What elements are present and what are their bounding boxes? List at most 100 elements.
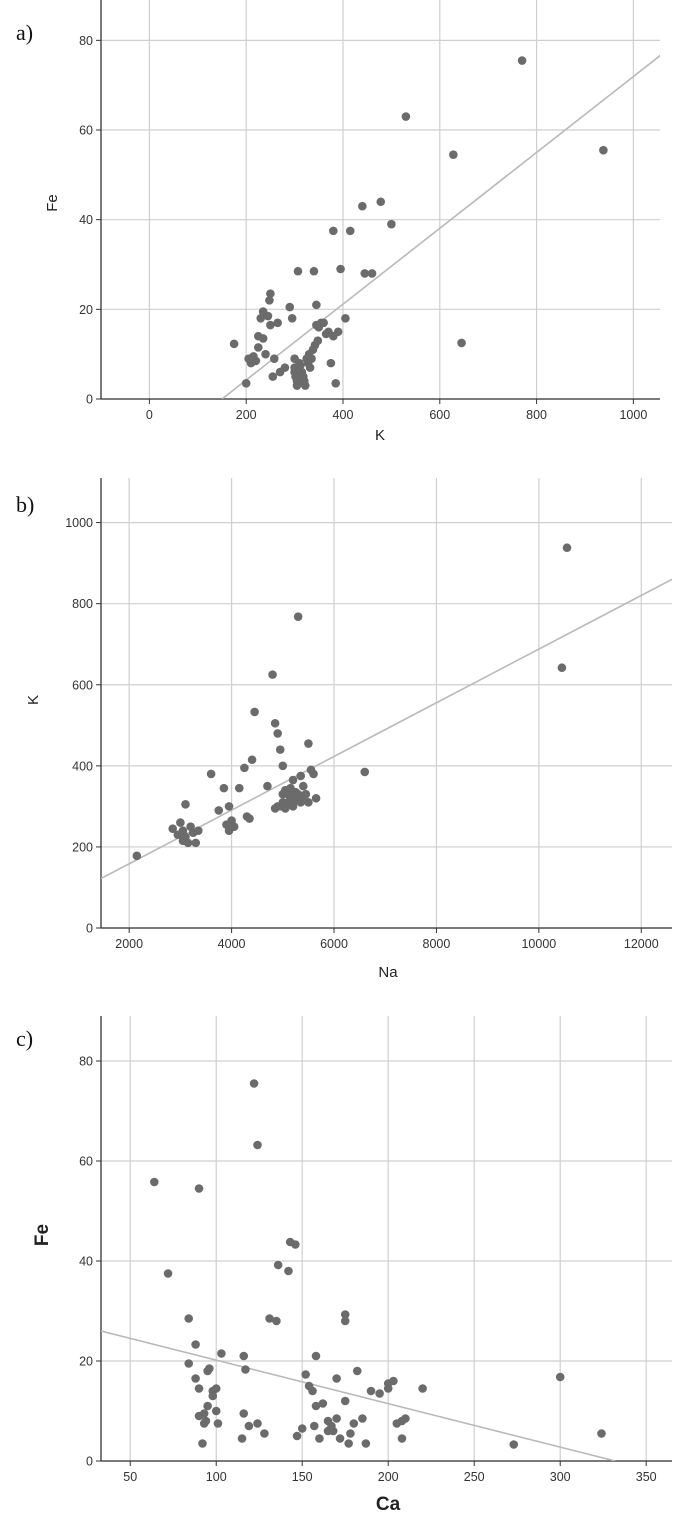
y-axis-title: Fe <box>44 194 61 212</box>
data-point <box>234 783 244 793</box>
data-point <box>265 296 274 305</box>
data-point <box>206 769 216 779</box>
data-point <box>284 1266 293 1276</box>
y-tick-label: 800 <box>72 597 93 611</box>
x-tick-label: 800 <box>526 408 547 422</box>
data-point <box>285 302 295 312</box>
data-point <box>251 356 261 366</box>
data-point <box>256 314 266 323</box>
x-tick-label: 1000 <box>619 408 647 422</box>
chart-panel-a: a) 0 200 400 600 800 1000 0 20 40 60 80 K Fe <box>0 0 685 460</box>
data-point <box>311 793 321 803</box>
data-point <box>366 1386 376 1396</box>
data-point <box>557 663 567 673</box>
data-point <box>309 769 318 779</box>
data-point <box>260 1429 269 1438</box>
data-point <box>328 1426 338 1436</box>
data-point <box>397 1434 407 1443</box>
data-point <box>272 1316 281 1326</box>
data-point <box>336 264 345 274</box>
data-point <box>341 314 350 323</box>
data-point <box>345 226 355 236</box>
data-point <box>239 1351 249 1361</box>
data-point <box>418 1384 427 1393</box>
x-tick-label: 250 <box>464 1470 485 1484</box>
data-point <box>275 745 285 754</box>
data-point <box>214 806 224 815</box>
data-point <box>168 824 177 833</box>
y-tick-label: 1000 <box>65 516 93 530</box>
x-tick-label: 6000 <box>320 937 348 951</box>
data-point <box>335 1434 345 1443</box>
data-point <box>288 775 298 785</box>
data-point <box>263 781 272 791</box>
data-point <box>326 358 336 368</box>
data-point <box>340 1316 350 1326</box>
data-point <box>555 1372 565 1382</box>
data-point <box>296 361 305 370</box>
data-point <box>211 1406 221 1416</box>
data-point <box>367 269 377 278</box>
data-point <box>376 197 386 207</box>
fit-line <box>221 54 660 399</box>
data-point <box>332 1374 341 1383</box>
data-point <box>241 379 251 388</box>
data-point <box>253 343 263 352</box>
data-point <box>287 314 297 323</box>
data-point <box>273 318 282 328</box>
chart-panel-b: b) 2000 4000 6000 8000 10000 12000 0 200 400 600 8… <box>0 460 685 1000</box>
data-point <box>509 1440 519 1449</box>
data-point <box>457 338 466 348</box>
data-point <box>229 822 239 831</box>
data-point <box>449 150 458 159</box>
data-point <box>358 1414 367 1423</box>
data-point <box>318 1399 328 1408</box>
data-point <box>205 1364 214 1373</box>
data-point <box>309 1421 319 1431</box>
data-point <box>219 783 229 793</box>
y-tick-label: 600 <box>72 678 93 692</box>
data-point <box>296 771 306 781</box>
data-point <box>241 1365 250 1374</box>
data-point <box>132 851 142 861</box>
data-point <box>340 1396 350 1406</box>
y-axis-title: K <box>25 695 42 705</box>
data-point <box>517 56 527 65</box>
data-point <box>301 1370 310 1379</box>
y-tick-label: 60 <box>79 124 93 138</box>
y-tick-label: 0 <box>86 393 93 407</box>
data-point <box>304 798 313 807</box>
data-point <box>313 336 323 346</box>
data-point <box>273 729 282 738</box>
panel-label-c: c) <box>16 1026 34 1051</box>
panel-label-b: b) <box>16 492 35 517</box>
y-tick-label: 60 <box>79 1155 93 1169</box>
data-point <box>329 226 338 236</box>
x-axis-title: Na <box>378 964 398 981</box>
data-point <box>181 800 190 809</box>
x-axis-title: Ca <box>376 1494 401 1515</box>
y-tick-label: 400 <box>72 759 93 773</box>
data-point <box>389 1376 398 1386</box>
data-point <box>240 763 249 773</box>
fit-line <box>101 1330 616 1461</box>
x-tick-label: 300 <box>550 1470 571 1484</box>
data-point <box>375 1389 384 1398</box>
chart-b: 2000 4000 6000 8000 10000 12000 0 200 400 600 800 1… <box>25 478 672 981</box>
chart-panel-c: c) 50 100 150 200 250 300 350 0 20 40 60 80 Ca Fe <box>0 1000 685 1518</box>
data-point <box>217 1349 226 1358</box>
y-tick-label: 40 <box>79 213 93 227</box>
data-point <box>194 1384 204 1393</box>
data-point <box>315 1434 324 1443</box>
x-tick-label: 8000 <box>423 937 451 951</box>
data-point <box>278 761 288 771</box>
data-point <box>268 670 277 679</box>
x-tick-label: 0 <box>146 408 153 422</box>
data-point <box>331 379 341 388</box>
x-tick-label: 50 <box>123 1470 137 1484</box>
data-point <box>401 1414 410 1423</box>
data-point <box>312 300 321 310</box>
data-point <box>360 767 370 777</box>
data-point <box>239 1409 249 1418</box>
data-point <box>194 826 203 836</box>
